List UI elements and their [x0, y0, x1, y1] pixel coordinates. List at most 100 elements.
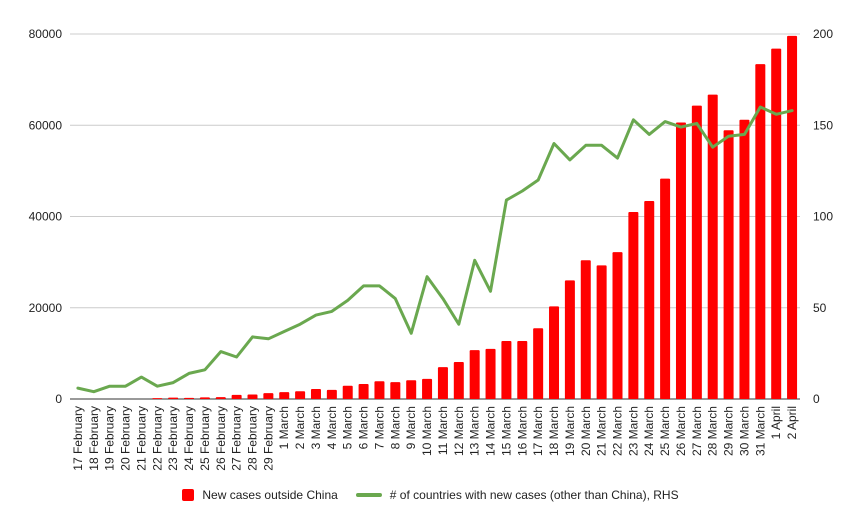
x-tick-label: 8 March	[388, 406, 402, 449]
x-tick-label: 6 March	[357, 406, 371, 449]
bar	[374, 381, 385, 399]
y2-tick-label: 100	[813, 210, 833, 224]
legend-label-bars: New cases outside China	[202, 488, 338, 502]
y-tick-label: 80000	[29, 27, 63, 41]
bar	[612, 252, 623, 399]
x-tick-label: 28 February	[246, 406, 260, 471]
bar	[564, 280, 575, 399]
x-tick-label: 29 March	[722, 406, 736, 456]
bar	[596, 265, 607, 399]
x-tick-label: 18 February	[87, 406, 101, 471]
bar	[787, 35, 798, 399]
x-tick-label: 25 March	[658, 406, 672, 456]
x-tick-label: 19 March	[563, 406, 577, 456]
y-tick-label: 20000	[29, 301, 63, 315]
bar	[755, 64, 766, 400]
y-tick-label: 0	[55, 392, 62, 406]
x-tick-label: 20 February	[119, 406, 133, 471]
x-tick-label: 27 February	[230, 406, 244, 471]
y-tick-label: 60000	[29, 118, 63, 132]
bar	[707, 94, 718, 400]
bar	[469, 350, 480, 399]
bar	[199, 397, 210, 399]
chart-plot: 0 20000 40000 60000 80000 0 50 100 150 200 17 Febr…	[29, 27, 834, 471]
bar	[310, 388, 321, 399]
legend-item-bars: New cases outside China	[182, 488, 338, 502]
x-tick-label: 22 March	[611, 406, 625, 456]
x-tick-label: 16 March	[515, 406, 529, 456]
x-tick-label: 23 March	[626, 406, 640, 456]
x-tick-label: 1 March	[277, 406, 291, 449]
x-tick-label: 26 February	[214, 406, 228, 471]
x-tick-label: 2 April	[785, 406, 799, 439]
bar	[533, 328, 544, 399]
x-tick-label: 17 February	[71, 406, 85, 471]
bar	[453, 362, 464, 399]
legend-label-line: # of countries with new cases (other tha…	[389, 488, 679, 502]
bar	[358, 383, 369, 399]
x-tick-label: 24 February	[182, 406, 196, 471]
x-tick-label: 15 March	[499, 406, 513, 456]
x-tick-label: 14 March	[484, 406, 498, 456]
x-tick-label: 9 March	[404, 406, 418, 449]
bar	[152, 398, 163, 399]
x-tick-label: 3 March	[309, 406, 323, 449]
bar	[247, 394, 258, 399]
x-tick-label: 10 March	[420, 406, 434, 456]
bar	[342, 385, 353, 399]
bar	[184, 397, 195, 399]
bar	[549, 306, 560, 399]
x-tick-label: 26 March	[674, 406, 688, 456]
x-tick-label: 17 March	[531, 406, 545, 456]
x-tick-label: 24 March	[642, 406, 656, 456]
x-tick-label: 5 March	[341, 406, 355, 449]
legend-swatch-line	[355, 493, 382, 497]
bar	[263, 393, 274, 399]
x-tick-label: 7 March	[372, 406, 386, 449]
bar	[739, 119, 750, 400]
bar	[675, 122, 686, 399]
y2-tick-label: 50	[813, 301, 827, 315]
x-tick-label: 22 February	[150, 406, 164, 471]
x-tick-label: 11 March	[436, 406, 450, 455]
legend-item-line: # of countries with new cases (other tha…	[355, 488, 679, 502]
bar	[644, 200, 655, 399]
x-tick-label: 31 March	[753, 406, 767, 456]
bar	[723, 130, 734, 400]
bar	[501, 341, 512, 399]
bar	[279, 392, 290, 399]
series-line	[76, 105, 794, 394]
bar	[168, 397, 179, 399]
x-tick-label: 21 March	[595, 406, 609, 456]
bar	[390, 382, 401, 399]
bar	[517, 341, 528, 399]
bar	[231, 394, 242, 399]
x-tick-label: 18 March	[547, 406, 561, 456]
bar	[660, 178, 671, 399]
y-tick-label: 40000	[29, 210, 63, 224]
bar	[422, 378, 433, 399]
x-tick-label: 21 February	[134, 406, 148, 471]
x-tick-label: 29 February	[261, 406, 275, 471]
bar	[485, 348, 496, 399]
x-tick-label: 27 March	[690, 406, 704, 456]
x-tick-label: 2 March	[293, 406, 307, 449]
x-tick-label: 1 April	[769, 406, 783, 439]
bar	[295, 391, 306, 399]
legend: New cases outside China # of countries w…	[0, 488, 861, 502]
legend-swatch-bars	[182, 489, 195, 501]
bar	[771, 48, 782, 399]
bar	[326, 389, 337, 399]
y2-tick-label: 150	[813, 118, 833, 132]
bar	[691, 105, 702, 399]
bar	[580, 260, 591, 399]
bar	[437, 367, 448, 399]
x-tick-label: 23 February	[166, 406, 180, 471]
x-tick-label: 25 February	[198, 406, 212, 471]
x-tick-label: 28 March	[706, 406, 720, 456]
y2-tick-label: 0	[813, 392, 820, 406]
bar	[628, 211, 639, 399]
bar	[215, 397, 226, 399]
x-tick-label: 19 February	[103, 406, 117, 471]
